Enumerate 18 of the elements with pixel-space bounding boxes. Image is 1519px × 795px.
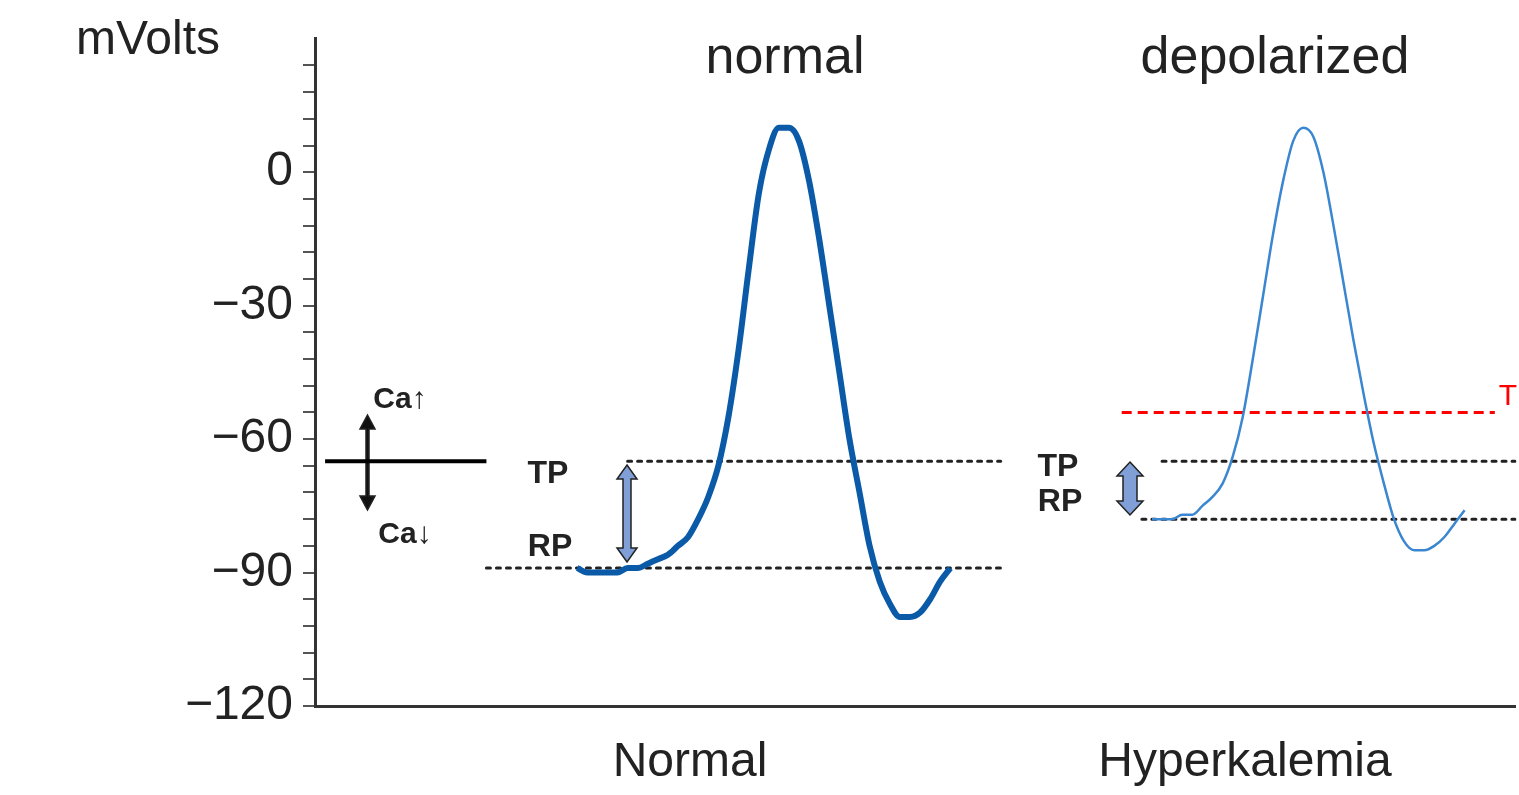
annotation: Ca↓ [378, 516, 432, 549]
y-tick-label: −60 [211, 409, 293, 463]
y-tick-label: 0 [266, 142, 293, 196]
y-tick-label: −30 [211, 275, 293, 329]
annotation: RP [1037, 482, 1083, 518]
annotation: normal [705, 26, 865, 84]
text: Hyperkalemia [1098, 733, 1392, 786]
line-series [1150, 126, 1466, 552]
annotation: depolarized [1140, 26, 1410, 84]
y-tick-label: −90 [211, 542, 293, 596]
text: Normal [612, 733, 768, 786]
annotation: Ca↑ [373, 381, 427, 414]
annotation: RP [527, 527, 573, 563]
y-axis-title: mVolts [75, 11, 221, 64]
annotation: TP [527, 454, 569, 490]
y-tick-label: −120 [184, 676, 293, 730]
annotation: TP [1037, 447, 1079, 483]
annotation: T [1498, 378, 1517, 411]
